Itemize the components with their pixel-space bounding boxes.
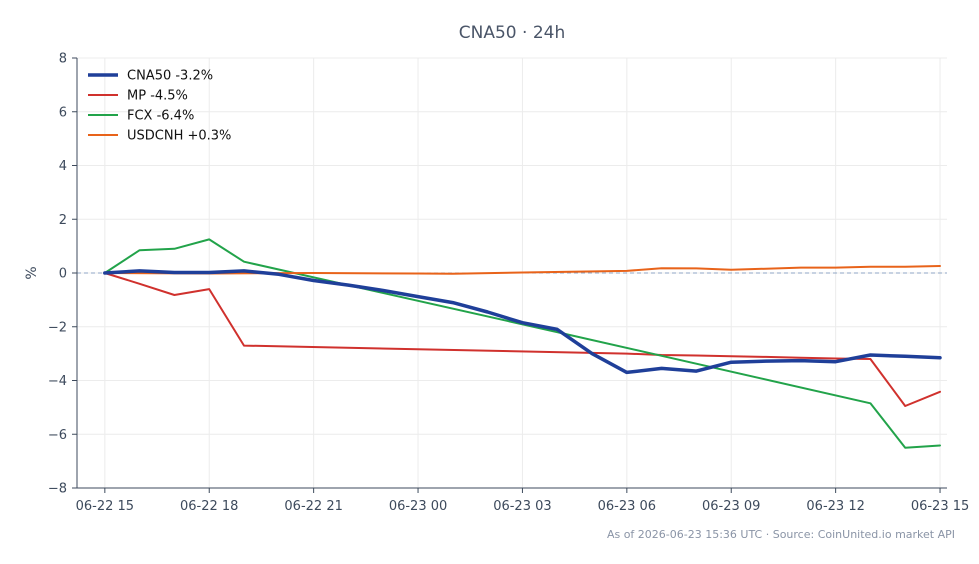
y-tick-label: −6 — [48, 428, 67, 443]
series-group — [103, 238, 942, 449]
chart-title: CNA50 · 24h — [459, 23, 565, 43]
axes: 8 6 4 2 0 −2 −4 −6 −8 06-22 15 06-22 18 06-22 21 06-… — [48, 52, 969, 515]
x-tick-label: 06-22 21 — [284, 499, 342, 514]
y-tick-label: 4 — [59, 159, 67, 174]
y-tick-label: 0 — [59, 267, 67, 282]
x-tick-label: 06-23 12 — [806, 499, 864, 514]
legend-label: USDCNH +0.3% — [127, 129, 231, 144]
x-tick-label: 06-22 15 — [76, 499, 134, 514]
series-line-3 — [103, 265, 941, 275]
series-line-0 — [103, 269, 942, 375]
legend-label: CNA50 -3.2% — [127, 69, 213, 84]
x-tick-label: 06-23 00 — [389, 499, 447, 514]
source-footer: As of 2026-06-23 15:36 UTC · Source: Coi… — [607, 528, 955, 541]
series-line-2 — [103, 238, 941, 449]
y-axis-label: % — [24, 266, 40, 279]
x-tick-label: 06-22 18 — [180, 499, 238, 514]
x-tick-label: 06-23 03 — [493, 499, 551, 514]
y-tick-label: −8 — [48, 482, 67, 497]
legend: CNA50 -3.2% MP -4.5% FCX -6.4% USDCNH +0.3% — [88, 69, 231, 144]
y-tick-label: −4 — [48, 374, 67, 389]
y-tick-label: 6 — [59, 105, 67, 120]
legend-label: MP -4.5% — [127, 89, 188, 104]
y-tick-label: 2 — [59, 213, 67, 228]
x-tick-label: 06-23 09 — [702, 499, 760, 514]
legend-label: FCX -6.4% — [127, 109, 194, 124]
x-tick-label: 06-23 15 — [911, 499, 969, 514]
x-tick-label: 06-23 06 — [598, 499, 656, 514]
y-tick-label: 8 — [59, 52, 67, 67]
y-tick-label: −2 — [48, 320, 67, 335]
